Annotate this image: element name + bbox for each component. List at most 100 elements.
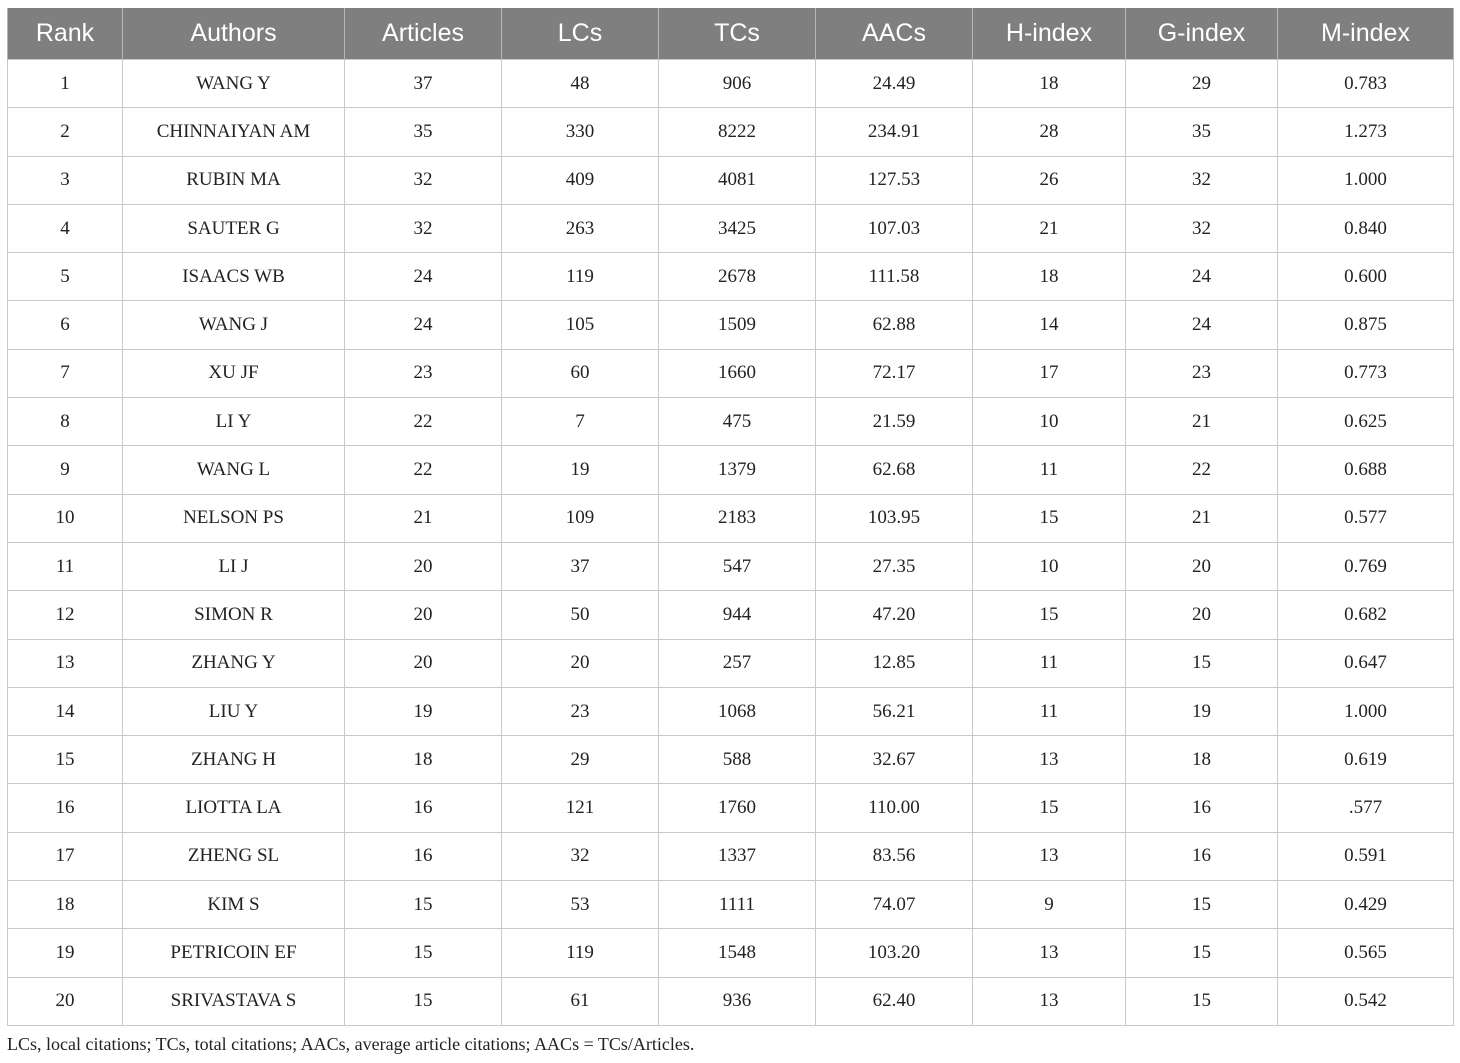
table-cell: 234.91 [815,107,973,157]
table-cell: 127.53 [815,155,973,205]
table-row: 20 SRIVASTAVA S 15 61 936 62.40 13 15 0.542 [7,976,1454,1026]
table-cell: 13 [972,735,1126,785]
table-cell: 37 [501,541,659,592]
table-cell: 588 [658,735,816,785]
table-cell: 3425 [658,203,816,254]
table-cell: 8222 [658,107,816,157]
table-cell: LI J [122,541,345,592]
table-cell: 61 [501,976,659,1026]
table-cell: 21.59 [815,397,973,447]
table-cell: 1.000 [1277,155,1454,205]
table-cell: 22 [344,397,502,447]
table-cell: 20 [7,976,123,1026]
column-header: G-index [1125,8,1278,60]
table-cell: 263 [501,203,659,254]
table-cell: 10 [7,493,123,543]
table-cell: 24 [344,300,502,350]
table-cell: 15 [972,783,1126,833]
table-cell: 0.600 [1277,252,1454,302]
table-cell: 11 [972,686,1126,737]
table-cell: 936 [658,976,816,1026]
table-cell: 13 [7,638,123,688]
table-cell: 37 [344,58,502,109]
table-row: 3 RUBIN MA 32 409 4081 127.53 26 32 1.000 [7,155,1454,205]
table-cell: 72.17 [815,348,973,399]
table-cell: 15 [344,976,502,1026]
table-row: 5 ISAACS WB 24 119 2678 111.58 18 24 0.600 [7,252,1454,302]
table-cell: ZHANG Y [122,638,345,688]
column-header: LCs [501,8,659,60]
table-cell: 0.577 [1277,493,1454,543]
table-cell: 22 [1125,445,1278,495]
table-cell: 107.03 [815,203,973,254]
table-cell: 257 [658,638,816,688]
column-header: Rank [7,8,123,60]
table-cell: 15 [344,880,502,930]
table-cell: 62.88 [815,300,973,350]
table-cell: 53 [501,880,659,930]
table-cell: 16 [344,783,502,833]
table-cell: 409 [501,155,659,205]
table-cell: 62.40 [815,976,973,1026]
table-cell: 330 [501,107,659,157]
table-cell: .577 [1277,783,1454,833]
table-cell: 23 [1125,348,1278,399]
table-cell: LI Y [122,397,345,447]
table-cell: 16 [344,831,502,882]
table-cell: 10 [972,397,1126,447]
table-cell: 7 [501,397,659,447]
table-cell: 9 [7,445,123,495]
table-row: 8 LI Y 22 7 475 21.59 10 21 0.625 [7,397,1454,447]
table-cell: 1 [7,58,123,109]
table-cell: 83.56 [815,831,973,882]
table-cell: 13 [972,831,1126,882]
table-cell: 50 [501,590,659,640]
column-header: AACs [815,8,973,60]
table-cell: 1548 [658,928,816,978]
table-row: 12 SIMON R 20 50 944 47.20 15 20 0.682 [7,590,1454,640]
table-cell: 9 [972,880,1126,930]
table-cell: 121 [501,783,659,833]
table-cell: WANG Y [122,58,345,109]
table-cell: 11 [972,445,1126,495]
table-cell: 103.95 [815,493,973,543]
table-footnote: LCs, local citations; TCs, total citatio… [7,1034,695,1054]
table-cell: 0.688 [1277,445,1454,495]
table-cell: 15 [1125,638,1278,688]
table-cell: 0.773 [1277,348,1454,399]
table-cell: 111.58 [815,252,973,302]
table-cell: 20 [501,638,659,688]
table-cell: 1068 [658,686,816,737]
table-cell: 23 [501,686,659,737]
table-cell: 32 [1125,155,1278,205]
table-cell: 2183 [658,493,816,543]
table-cell: 27.35 [815,541,973,592]
table-cell: 19 [344,686,502,737]
table-row: 4 SAUTER G 32 263 3425 107.03 21 32 0.840 [7,203,1454,254]
table-cell: 1337 [658,831,816,882]
column-header: Authors [122,8,345,60]
table-row: 11 LI J 20 37 547 27.35 10 20 0.769 [7,541,1454,592]
table-cell: 19 [501,445,659,495]
table-cell: 20 [344,541,502,592]
table-cell: 109 [501,493,659,543]
table-cell: 20 [1125,590,1278,640]
table-cell: CHINNAIYAN AM [122,107,345,157]
table-cell: 22 [344,445,502,495]
table-cell: 1.000 [1277,686,1454,737]
table-cell: 906 [658,58,816,109]
table-cell: 29 [501,735,659,785]
table-cell: 0.619 [1277,735,1454,785]
table-cell: 119 [501,928,659,978]
table-cell: 17 [972,348,1126,399]
table-cell: 4 [7,203,123,254]
table-row: 16 LIOTTA LA 16 121 1760 110.00 15 16.577 [7,783,1454,833]
table-row: 17 ZHENG SL 16 32 1337 83.56 13 16 0.591 [7,831,1454,882]
table-cell: NELSON PS [122,493,345,543]
table-cell: 0.647 [1277,638,1454,688]
table-cell: 47.20 [815,590,973,640]
table-cell: RUBIN MA [122,155,345,205]
table-cell: ZHENG SL [122,831,345,882]
table-cell: 0.565 [1277,928,1454,978]
table-cell: 21 [1125,397,1278,447]
